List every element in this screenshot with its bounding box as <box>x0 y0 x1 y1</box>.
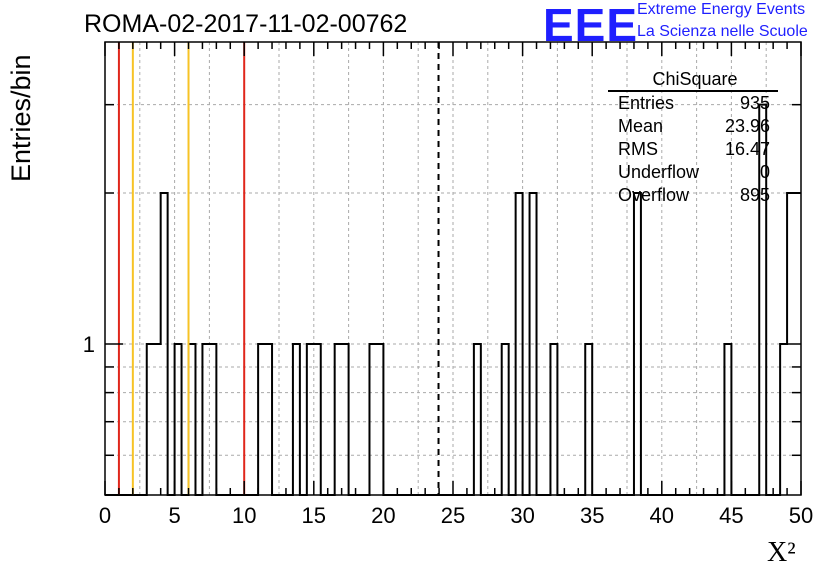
stats-key: Mean <box>618 116 664 136</box>
stats-key: Entries <box>618 93 675 113</box>
stats-key: Overflow <box>618 185 690 205</box>
x-tick-label: 35 <box>580 503 604 528</box>
x-tick-label: 15 <box>302 503 326 528</box>
logo-subtitle-1: Extreme Energy Events <box>637 1 806 18</box>
y-axis-label: Entries/bin <box>6 54 36 182</box>
x-tick-label: 20 <box>371 503 395 528</box>
axes <box>104 41 802 496</box>
stats-value: 895 <box>739 185 770 205</box>
stats-row: Underflow 0 <box>608 161 778 184</box>
stats-title: ChiSquare <box>608 68 778 92</box>
eee-logo: EEE <box>543 0 639 51</box>
x-tick-label: 0 <box>99 503 111 528</box>
stats-key: Underflow <box>618 162 700 182</box>
stats-row: Overflow 895 <box>608 184 778 207</box>
stats-value: 23.96 <box>724 116 770 136</box>
stats-value: 0 <box>759 162 770 182</box>
stats-row: Mean 23.96 <box>608 115 778 138</box>
x-axis-label: X² <box>767 537 796 568</box>
x-tick-label: 5 <box>168 503 180 528</box>
x-tick-label: 40 <box>650 503 674 528</box>
x-tick-label: 25 <box>441 503 465 528</box>
x-tick-label: 50 <box>789 503 813 528</box>
x-tick-label: 45 <box>719 503 743 528</box>
stats-box: ChiSquare Entries 935 Mean 23.96 RMS 16.47 … <box>608 68 778 207</box>
stats-value: 935 <box>739 93 770 113</box>
tick-labels: 0 5 10 15 20 25 30 35 40 45 50 1 <box>83 332 813 528</box>
stats-value: 16.47 <box>724 139 770 159</box>
stats-key: RMS <box>618 139 658 159</box>
chart-title: ROMA-02-2017-11-02-00762 <box>84 10 408 38</box>
stats-row: RMS 16.47 <box>608 138 778 161</box>
x-tick-label: 30 <box>510 503 534 528</box>
logo-subtitle-2: La Scienza nelle Scuole <box>637 23 808 40</box>
y-tick-label: 1 <box>83 332 95 357</box>
x-tick-label: 10 <box>232 503 256 528</box>
stats-row: Entries 935 <box>608 92 778 115</box>
grid <box>104 42 802 495</box>
reference-lines <box>117 42 440 495</box>
